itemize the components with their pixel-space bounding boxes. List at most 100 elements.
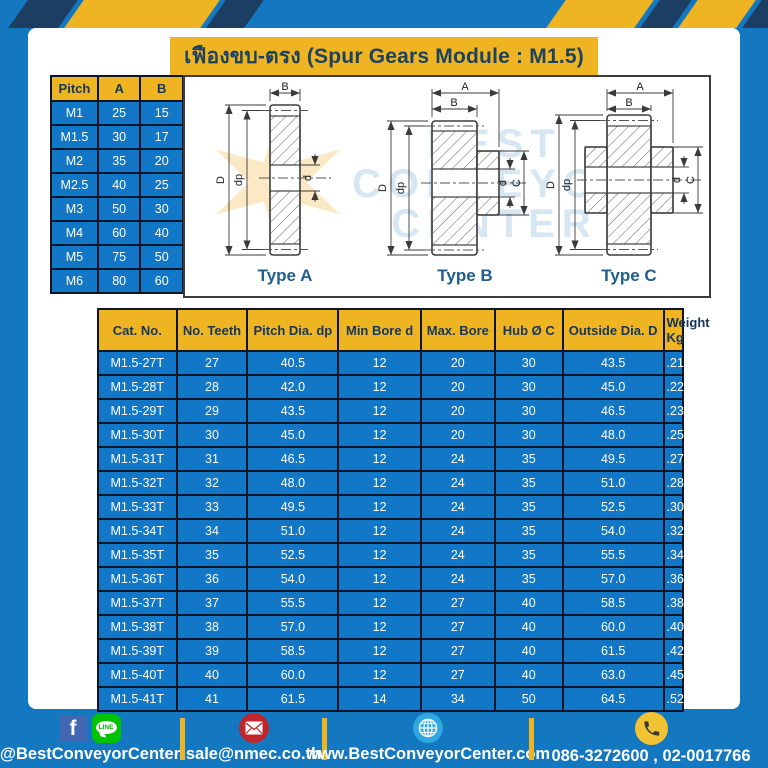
table-cell: .27 bbox=[662, 446, 685, 472]
table-cell: 40 bbox=[96, 172, 142, 198]
table-cell: 61.5 bbox=[246, 686, 340, 712]
table-cell: 58.5 bbox=[561, 590, 665, 616]
footer-divider bbox=[529, 717, 534, 760]
table-cell: 60 bbox=[96, 220, 142, 246]
table-cell: 37 bbox=[175, 590, 249, 616]
column-header: Min Bore d bbox=[337, 308, 422, 352]
table-row: M1.5-39T 39 58.5 12 27 40 61.5.42 bbox=[97, 638, 685, 664]
facebook-icon: f bbox=[59, 714, 87, 742]
dim-label-D: D bbox=[215, 176, 227, 184]
table-cell: 35 bbox=[493, 518, 564, 544]
table-cell: 27 bbox=[419, 662, 496, 688]
table-cell: M1 bbox=[50, 100, 99, 126]
table-cell: 35 bbox=[96, 148, 142, 174]
table-cell: 40 bbox=[175, 662, 249, 688]
table-cell: M1.5-37T bbox=[97, 590, 178, 616]
phone-icon bbox=[634, 711, 668, 745]
dim-label-d: d bbox=[302, 175, 314, 181]
table-cell: 12 bbox=[337, 542, 422, 568]
dim-label-dp: dp bbox=[561, 179, 573, 191]
table-cell: 48.0 bbox=[246, 470, 340, 496]
dim-label-c: C bbox=[511, 179, 523, 187]
table-cell: 50 bbox=[493, 686, 564, 712]
table-cell: 55.5 bbox=[561, 542, 665, 568]
social-icons: f LINE bbox=[59, 713, 121, 743]
table-cell: 20 bbox=[419, 350, 496, 376]
social-handle: @BestConveyorCenter bbox=[0, 745, 181, 763]
table-cell: 60.0 bbox=[561, 614, 665, 640]
table-cell: .38 bbox=[662, 590, 685, 616]
table-cell: 35 bbox=[493, 542, 564, 568]
dim-label-b: B bbox=[450, 97, 457, 109]
table-cell: M1.5-27T bbox=[97, 350, 178, 376]
table-cell: .32 bbox=[662, 518, 685, 544]
dim-label-d: d bbox=[671, 177, 683, 183]
banner-stripe bbox=[546, 0, 654, 28]
table-cell: 12 bbox=[337, 494, 422, 520]
table-row: M1.5-38T 38 57.0 12 27 40 60.0.40 bbox=[97, 614, 685, 640]
table-cell: 30 bbox=[493, 350, 564, 376]
table-row: M1.5-41T 41 61.5 14 34 50 64.5.52 bbox=[97, 686, 685, 712]
table-cell: 51.0 bbox=[561, 470, 665, 496]
table-cell: 31 bbox=[175, 446, 249, 472]
spec-table-body: M1.5-27T 27 40.5 12 20 30 43.5.21 M1.5-28T 28 42.… bbox=[97, 350, 685, 712]
table-cell: 36 bbox=[175, 566, 249, 592]
table-cell: 30 bbox=[493, 374, 564, 400]
table-cell: M1.5-31T bbox=[97, 446, 178, 472]
table-cell: 27 bbox=[175, 350, 249, 376]
spec-table: Cat. No. No. Teeth Pitch Dia. dp Min Bore d… bbox=[97, 308, 710, 712]
table-cell: 29 bbox=[175, 398, 249, 424]
table-cell: 35 bbox=[493, 494, 564, 520]
content-card: เฟืองขบ-ตรง (Spur Gears Module : M1.5) P… bbox=[28, 28, 740, 712]
footer-website-group: www.BestConveyorCenter.com bbox=[306, 713, 550, 764]
pitch-table-head: Pitch A B bbox=[50, 75, 184, 102]
footer: f LINE @BestConveyorCenter sale@nmec.co.… bbox=[0, 709, 768, 768]
page-title: เฟืองขบ-ตรง (Spur Gears Module : M1.5) bbox=[170, 37, 598, 76]
banner-stripe bbox=[64, 0, 220, 28]
column-header: Pitch Dia. dp bbox=[246, 308, 340, 352]
title-bar: เฟืองขบ-ตรง (Spur Gears Module : M1.5) bbox=[28, 37, 740, 76]
table-cell: 12 bbox=[337, 446, 422, 472]
table-cell: .25 bbox=[662, 422, 685, 448]
table-cell: 24 bbox=[419, 446, 496, 472]
table-row: M1.5-37T 37 55.5 12 27 40 58.5.38 bbox=[97, 590, 685, 616]
table-cell: 12 bbox=[337, 566, 422, 592]
table-cell: 27 bbox=[419, 590, 496, 616]
table-cell: 43.5 bbox=[561, 350, 665, 376]
table-cell: 45.0 bbox=[561, 374, 665, 400]
table-cell: 14 bbox=[337, 686, 422, 712]
table-cell: 57.0 bbox=[561, 566, 665, 592]
table-row: M1.5 30 17 bbox=[50, 124, 184, 150]
table-cell: 63.0 bbox=[561, 662, 665, 688]
table-cell: .21 bbox=[662, 350, 685, 376]
table-cell: .34 bbox=[662, 542, 685, 568]
column-header: A bbox=[96, 75, 142, 102]
table-cell: 35 bbox=[493, 566, 564, 592]
table-cell: 40.5 bbox=[246, 350, 340, 376]
table-cell: M4 bbox=[50, 220, 99, 246]
table-cell: M2 bbox=[50, 148, 99, 174]
line-icon: LINE bbox=[91, 713, 121, 743]
globe-icon bbox=[413, 713, 443, 743]
dim-label-b: B bbox=[625, 97, 632, 109]
table-cell: 54.0 bbox=[561, 518, 665, 544]
table-cell: M1.5-34T bbox=[97, 518, 178, 544]
table-cell: 32 bbox=[175, 470, 249, 496]
table-cell: M1.5-40T bbox=[97, 662, 178, 688]
line-icon-text: LINE bbox=[95, 720, 117, 734]
dim-label-D: D bbox=[377, 184, 389, 192]
phone-label: 086-3272600 , 02-0017766 bbox=[551, 746, 751, 765]
table-cell: 34 bbox=[419, 686, 496, 712]
table-cell: 30 bbox=[139, 196, 184, 222]
dim-label-a: A bbox=[636, 81, 644, 93]
table-row: M1.5-35T 35 52.5 12 24 35 55.5.34 bbox=[97, 542, 685, 568]
table-cell: 24 bbox=[419, 566, 496, 592]
table-cell: 52.5 bbox=[561, 494, 665, 520]
table-cell: 40 bbox=[493, 590, 564, 616]
table-cell: 30 bbox=[175, 422, 249, 448]
table-row: M3 50 30 bbox=[50, 196, 184, 222]
table-cell: 49.5 bbox=[246, 494, 340, 520]
table-cell: .23 bbox=[662, 398, 685, 424]
table-cell: 28 bbox=[175, 374, 249, 400]
table-cell: 41 bbox=[175, 686, 249, 712]
